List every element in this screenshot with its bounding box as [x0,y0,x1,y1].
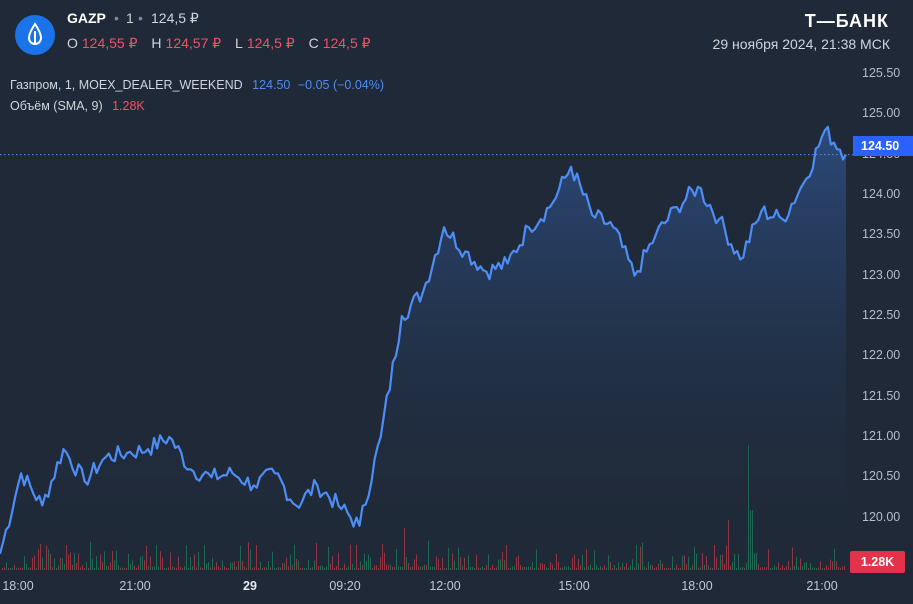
close-label: C [308,35,319,51]
y-tick-label: 120.50 [862,469,901,484]
x-tick-label: 18:00 [681,579,713,593]
low-label: L [235,35,243,51]
ohlc-values: O 124,55 ₽ H 124,57 ₽ L 124,5 ₽ C 124,5 ₽ [67,35,375,52]
open-value: 124,55 ₽ [81,35,138,51]
last-price-badge: 124.50 [853,136,913,156]
x-tick-label: 15:00 [558,579,590,593]
y-tick-label: 122.00 [862,348,901,363]
tbank-brand-logo: Т—БАНК [804,11,889,31]
price-line [0,125,847,555]
volume-badge: 1.28K [850,551,905,573]
interval-label[interactable]: 1 [126,10,134,26]
x-tick-label: 18:00 [2,579,34,593]
y-tick-label: 125.50 [862,66,901,81]
chart-header: GAZP • 1 • 124,5 ₽ O 124,55 ₽ H 124,57 ₽ L… [0,0,913,62]
series-change: −0.05 (−0.04%) [297,78,385,92]
low-value: 124,5 ₽ [246,35,295,51]
y-tick-label: 121.50 [862,388,901,403]
series-legend[interactable]: Газпром, 1, MOEX_DEALER_WEEKEND 124.50 −… [10,78,384,92]
ticker-symbol[interactable]: GAZP [67,10,106,26]
high-value: 124,57 ₽ [165,35,222,51]
y-tick-label: 120.00 [862,509,901,524]
header-separator: • [114,10,119,26]
high-label: H [151,35,162,51]
y-tick-label: 124.00 [862,187,901,201]
volume-value: 1.28K [112,99,145,113]
y-tick-label: 122.50 [862,307,901,322]
last-price: 124,5 ₽ [151,10,199,26]
gazprom-logo-icon [15,15,55,55]
series-name: Газпром, 1, MOEX_DEALER_WEEKEND [10,78,243,92]
volume-name: Объём (SMA, 9) [10,99,103,113]
x-tick-label: 21:00 [119,579,151,593]
open-label: O [67,35,78,51]
price-area [0,126,846,571]
header-separator-2: • [138,10,143,26]
volume-legend[interactable]: Объём (SMA, 9) 1.28K [10,99,145,113]
series-value: 124.50 [252,78,291,92]
x-tick-label: 21:00 [806,579,838,593]
y-tick-label: 123.00 [862,267,901,282]
y-tick-label: 121.00 [862,428,901,443]
x-tick-label: 12:00 [429,579,461,593]
x-tick-label: 29 [243,579,257,593]
x-tick-label: 09:20 [329,579,361,593]
y-tick-label: 125.00 [862,106,901,121]
close-value: 124,5 ₽ [322,35,371,51]
y-tick-label: 123.50 [862,227,901,242]
chart-datetime: 29 ноября 2024, 21:38 МСК [712,36,890,52]
